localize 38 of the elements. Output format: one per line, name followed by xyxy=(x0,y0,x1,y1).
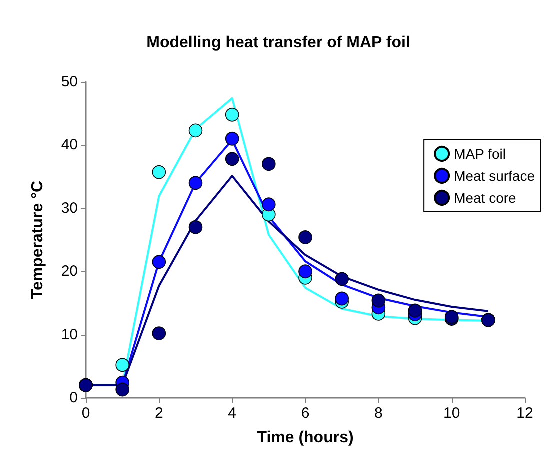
point xyxy=(116,358,130,372)
y-tick-label: 30 xyxy=(61,200,78,217)
x-tick-label: 2 xyxy=(154,405,164,422)
y-axis-title: Temperature °C xyxy=(30,180,46,300)
point xyxy=(225,108,240,122)
x-tick-label: 10 xyxy=(443,405,460,422)
point xyxy=(298,264,312,278)
chart-title: Modelling heat transfer of MAP foil xyxy=(146,34,410,52)
y-tick-label: 20 xyxy=(61,263,78,280)
y-tick-label: 10 xyxy=(61,326,78,344)
legend-label: Meat surface xyxy=(454,168,536,184)
x-tick-label: 12 xyxy=(516,405,534,422)
point xyxy=(188,220,203,234)
y-tick-label: 0 xyxy=(70,390,78,406)
point xyxy=(335,292,349,306)
y-tick-label: 50 xyxy=(61,74,78,90)
point xyxy=(152,255,166,270)
y-tick-label: 40 xyxy=(61,136,78,154)
legend-label: Meat core xyxy=(454,190,517,206)
x-tick-label: 0 xyxy=(82,405,90,422)
point xyxy=(262,157,276,172)
point xyxy=(372,294,386,308)
point xyxy=(152,326,166,340)
point xyxy=(116,382,130,397)
point xyxy=(225,152,240,166)
point xyxy=(408,304,422,318)
x-tick-label: 8 xyxy=(374,405,383,422)
point xyxy=(262,198,276,212)
x-axis-title: Time (hours) xyxy=(257,430,354,446)
point xyxy=(188,124,203,138)
point xyxy=(298,230,312,244)
point xyxy=(188,176,203,190)
point xyxy=(152,165,166,180)
x-tick-label: 4 xyxy=(228,405,237,422)
point xyxy=(225,132,240,146)
point xyxy=(335,272,349,286)
x-tick-label: 6 xyxy=(301,405,310,422)
legend-label: MAP foil xyxy=(454,146,506,162)
